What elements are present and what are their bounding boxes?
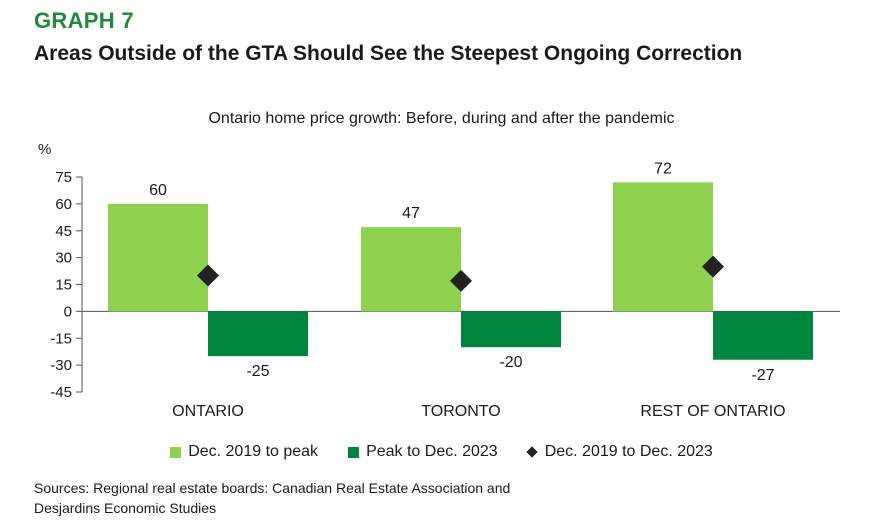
legend-swatch-dark-green (348, 446, 360, 458)
legend-swatch-light-green (170, 446, 182, 458)
y-tick-label: 75 (55, 169, 72, 186)
legend-item-dec2019-to-peak: Dec. 2019 to peak (170, 443, 318, 461)
x-category-label: ONTARIO (172, 403, 244, 420)
bar-peak-to-dec2023 (713, 311, 813, 360)
chart-subtitle: Ontario home price growth: Before, durin… (208, 110, 675, 127)
y-axis-ticks: 75 60 45 30 15 0 -15 -30 -45 (50, 169, 82, 401)
marker-dec2019-to-dec2023 (197, 264, 219, 287)
y-tick-label: 45 (55, 223, 72, 240)
marker-dec2019-to-dec2023 (702, 255, 724, 278)
legend-diamond-icon (526, 446, 538, 458)
bar-peak-to-dec2023 (208, 311, 308, 357)
y-tick-label: 15 (55, 277, 72, 294)
bar-value-label: -27 (751, 367, 774, 384)
y-tick-label: 30 (55, 250, 72, 267)
x-category-label: TORONTO (421, 403, 500, 420)
marker-dec2019-to-dec2023 (450, 269, 472, 292)
legend-item-peak-to-dec2023: Peak to Dec. 2023 (348, 443, 498, 461)
legend-label: Dec. 2019 to peak (188, 443, 319, 460)
y-tick-label: 0 (64, 303, 72, 320)
bar-value-label: 72 (654, 160, 672, 177)
y-axis-label: % (38, 141, 51, 158)
y-tick-label: -15 (50, 330, 72, 347)
sources-line-1: Sources: Regional real estate boards: Ca… (34, 480, 511, 496)
graph-label: GRAPH 7 (34, 8, 134, 33)
y-tick-label: 60 (55, 196, 72, 213)
markers-group (197, 255, 724, 292)
bar-dec2019-to-peak (361, 227, 461, 312)
legend-item-dec2019-to-dec2023: Dec. 2019 to Dec. 2023 (526, 443, 713, 461)
sources-line-2: Desjardins Economic Studies (34, 500, 217, 516)
legend-label: Peak to Dec. 2023 (366, 443, 498, 460)
bar-value-label: 47 (402, 205, 420, 222)
bar-value-label: -20 (499, 354, 522, 371)
legend: Dec. 2019 to peak Peak to Dec. 2023 Dec.… (0, 443, 883, 461)
legend-label: Dec. 2019 to Dec. 2023 (544, 443, 713, 460)
bar-peak-to-dec2023 (461, 311, 561, 348)
chart-title: Areas Outside of the GTA Should See the … (34, 42, 743, 65)
bar-chart: % 75 60 45 30 15 0 -15 -30 -45 60 -25 47 -20 72 -27 O… (38, 141, 840, 420)
bars-group: 60 -25 47 -20 72 -27 (108, 160, 813, 384)
sources-note: Sources: Regional real estate boards: Ca… (34, 478, 734, 518)
bar-dec2019-to-peak (613, 182, 713, 312)
bar-dec2019-to-peak (108, 203, 208, 312)
x-axis-labels: ONTARIO TORONTO REST OF ONTARIO (172, 403, 785, 420)
bar-value-label: 60 (149, 182, 167, 199)
x-category-label: REST OF ONTARIO (640, 403, 785, 420)
bar-value-label: -25 (246, 363, 269, 380)
y-tick-label: -30 (50, 357, 72, 374)
y-tick-label: -45 (50, 384, 72, 401)
